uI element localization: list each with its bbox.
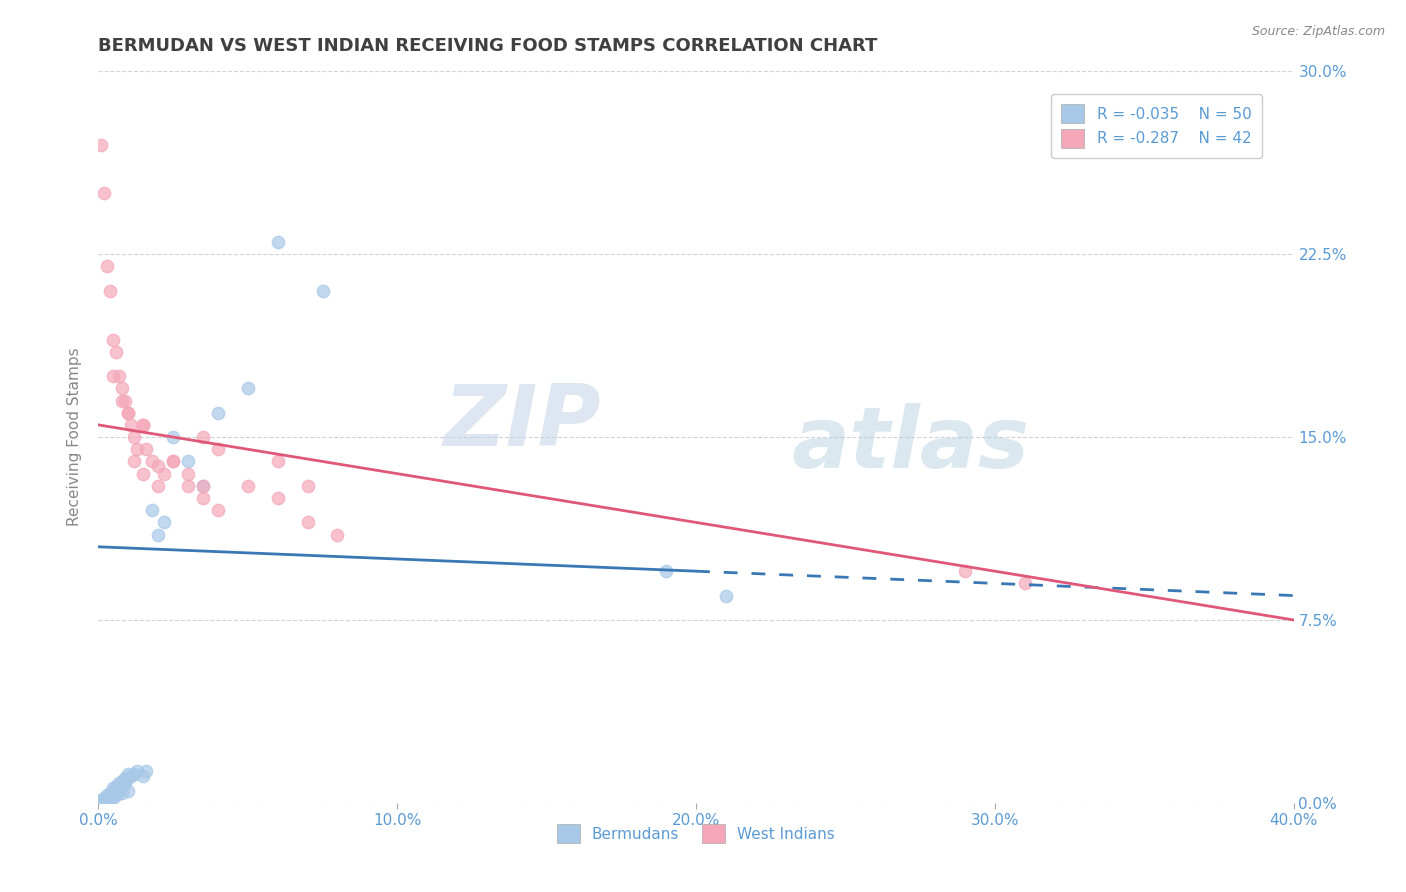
Point bbox=[148, 527, 170, 541]
Point bbox=[297, 516, 319, 530]
Point bbox=[103, 789, 125, 803]
Point bbox=[267, 454, 290, 468]
Point bbox=[98, 284, 122, 298]
Point bbox=[103, 781, 125, 796]
Point bbox=[191, 479, 214, 493]
Point bbox=[96, 791, 118, 805]
Point bbox=[153, 467, 176, 481]
Point bbox=[124, 766, 146, 780]
Point bbox=[714, 589, 737, 603]
Point bbox=[98, 789, 122, 803]
Point bbox=[297, 479, 319, 493]
Text: Source: ZipAtlas.com: Source: ZipAtlas.com bbox=[1251, 25, 1385, 38]
Point bbox=[96, 793, 118, 807]
Point bbox=[127, 764, 149, 778]
Y-axis label: Receiving Food Stamps: Receiving Food Stamps bbox=[67, 348, 83, 526]
Point bbox=[953, 564, 976, 578]
Point bbox=[111, 779, 134, 793]
Point bbox=[90, 137, 112, 152]
Point bbox=[135, 442, 157, 457]
Point bbox=[108, 369, 131, 384]
Legend: Bermudans, West Indians: Bermudans, West Indians bbox=[546, 814, 846, 854]
Point bbox=[93, 791, 115, 805]
Point bbox=[96, 789, 118, 803]
Point bbox=[108, 783, 131, 797]
Point bbox=[93, 796, 115, 810]
Point bbox=[141, 454, 163, 468]
Point bbox=[90, 796, 112, 810]
Point bbox=[132, 769, 155, 783]
Point bbox=[93, 796, 115, 810]
Point bbox=[177, 479, 200, 493]
Point bbox=[153, 516, 176, 530]
Point bbox=[124, 430, 146, 444]
Point bbox=[120, 769, 142, 783]
Point bbox=[117, 783, 139, 797]
Text: atlas: atlas bbox=[792, 403, 1029, 486]
Point bbox=[117, 406, 139, 420]
Point bbox=[207, 442, 229, 457]
Point bbox=[111, 381, 134, 395]
Point bbox=[132, 417, 155, 432]
Point bbox=[148, 479, 170, 493]
Point bbox=[105, 344, 128, 359]
Point bbox=[177, 454, 200, 468]
Point bbox=[98, 791, 122, 805]
Text: ZIP: ZIP bbox=[443, 381, 600, 464]
Point bbox=[103, 786, 125, 800]
Point bbox=[311, 284, 333, 298]
Point bbox=[114, 772, 136, 786]
Point bbox=[96, 260, 118, 274]
Point bbox=[124, 454, 146, 468]
Point bbox=[191, 479, 214, 493]
Point bbox=[114, 776, 136, 790]
Point bbox=[191, 491, 214, 505]
Point bbox=[117, 772, 139, 786]
Point bbox=[93, 793, 115, 807]
Point bbox=[117, 406, 139, 420]
Point bbox=[1014, 576, 1036, 591]
Point bbox=[148, 459, 170, 474]
Point bbox=[135, 764, 157, 778]
Point bbox=[93, 186, 115, 201]
Point bbox=[98, 793, 122, 807]
Point bbox=[120, 417, 142, 432]
Point bbox=[326, 527, 349, 541]
Point bbox=[103, 783, 125, 797]
Point bbox=[655, 564, 678, 578]
Point bbox=[267, 235, 290, 249]
Point bbox=[111, 393, 134, 408]
Point bbox=[111, 786, 134, 800]
Point bbox=[103, 333, 125, 347]
Point bbox=[117, 766, 139, 780]
Point bbox=[267, 491, 290, 505]
Point bbox=[105, 779, 128, 793]
Point bbox=[114, 393, 136, 408]
Text: BERMUDAN VS WEST INDIAN RECEIVING FOOD STAMPS CORRELATION CHART: BERMUDAN VS WEST INDIAN RECEIVING FOOD S… bbox=[98, 37, 877, 54]
Point bbox=[191, 430, 214, 444]
Point bbox=[132, 467, 155, 481]
Point bbox=[236, 381, 259, 395]
Point bbox=[111, 773, 134, 788]
Point bbox=[96, 796, 118, 810]
Point bbox=[162, 430, 184, 444]
Point bbox=[103, 369, 125, 384]
Point bbox=[127, 442, 149, 457]
Point bbox=[108, 776, 131, 790]
Point bbox=[162, 454, 184, 468]
Point bbox=[177, 467, 200, 481]
Point bbox=[105, 789, 128, 803]
Point bbox=[132, 417, 155, 432]
Point bbox=[141, 503, 163, 517]
Point bbox=[103, 791, 125, 805]
Point bbox=[90, 796, 112, 810]
Point bbox=[207, 503, 229, 517]
Point bbox=[162, 454, 184, 468]
Point bbox=[236, 479, 259, 493]
Point bbox=[207, 406, 229, 420]
Point bbox=[105, 781, 128, 796]
Point bbox=[90, 793, 112, 807]
Point bbox=[98, 786, 122, 800]
